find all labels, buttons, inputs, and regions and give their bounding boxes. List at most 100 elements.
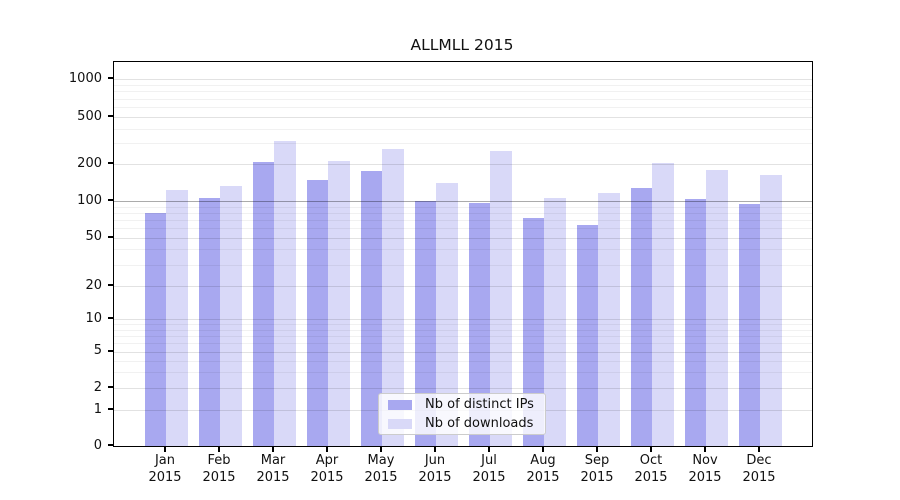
gridline-200 — [114, 164, 812, 166]
gridline-700 — [114, 98, 812, 100]
y-tick-label-200: 200 — [77, 155, 102, 171]
y-tick-100 — [108, 199, 113, 201]
gridline-100 — [114, 201, 812, 202]
y-tick-label-5: 5 — [93, 343, 102, 359]
x-tick-may — [380, 446, 382, 452]
x-tick-jun — [434, 446, 436, 452]
y-tick-label-1000: 1000 — [68, 70, 102, 86]
gridline-20 — [114, 286, 812, 287]
bar-nov-2015-downloads — [706, 169, 728, 446]
y-tick-50 — [108, 235, 113, 238]
bar-apr-2015-downloads — [328, 161, 350, 446]
bars-layer — [114, 62, 812, 446]
bar-mar-2015-ips — [252, 161, 274, 446]
x-tick-label-jan: Jan 2015 — [148, 453, 182, 485]
gridline-40 — [114, 249, 812, 251]
bar-mar-2015-downloads — [274, 140, 296, 446]
bar-oct-2015-ips — [630, 187, 652, 446]
y-tick-label-10: 10 — [85, 310, 102, 326]
gridline-90 — [114, 206, 812, 208]
gridline-3 — [114, 372, 812, 374]
x-tick-label-may: May 2015 — [364, 453, 398, 485]
legend-swatch-downloads — [388, 418, 412, 429]
gridline-4 — [114, 360, 812, 362]
bar-dec-2015-ips — [738, 203, 760, 446]
y-tick-label-1: 1 — [93, 401, 102, 417]
gridline-400 — [114, 128, 812, 130]
x-tick-label-dec: Dec 2015 — [742, 453, 776, 485]
y-tick-label-100: 100 — [77, 192, 102, 208]
bar-apr-2015-ips — [306, 179, 328, 446]
gridline-1000 — [114, 79, 812, 81]
gridline-60 — [114, 228, 812, 230]
bar-feb-2015-ips — [198, 198, 220, 446]
gridline-300 — [114, 143, 812, 145]
gridline-7 — [114, 335, 812, 337]
legend-row-downloads: Nb of downloads — [379, 415, 545, 432]
y-tick-500 — [108, 115, 113, 117]
x-tick-aug — [542, 446, 544, 452]
bar-sep-2015-ips — [576, 224, 598, 446]
y-tick-label-2: 2 — [93, 379, 102, 395]
x-tick-label-oct: Oct 2015 — [634, 453, 668, 485]
x-tick-label-jun: Jun 2015 — [418, 453, 452, 485]
x-tick-nov — [704, 446, 706, 452]
y-tick-2 — [108, 386, 113, 389]
gridline-9 — [114, 324, 812, 326]
gridline-5 — [114, 351, 812, 353]
x-tick-mar — [272, 446, 274, 452]
x-tick-dec — [758, 446, 760, 452]
y-tick-label-0: 0 — [93, 437, 102, 453]
x-tick-label-mar: Mar 2015 — [256, 453, 290, 485]
gridline-6 — [114, 343, 812, 345]
x-tick-feb — [218, 446, 220, 452]
legend-label-distinct-ips: Nb of distinct IPs — [425, 397, 534, 412]
bar-sep-2015-downloads — [598, 192, 620, 446]
gridline-8 — [114, 329, 812, 331]
bar-nov-2015-ips — [684, 199, 706, 446]
y-tick-1000 — [108, 77, 113, 80]
x-tick-label-aug: Aug 2015 — [526, 453, 560, 485]
x-tick-jul — [488, 446, 490, 452]
gridlines-layer — [114, 62, 812, 446]
x-tick-sep — [596, 446, 598, 452]
y-tick-200 — [108, 162, 113, 165]
gridline-80 — [114, 212, 812, 214]
bar-dec-2015-downloads — [760, 175, 782, 446]
plot-area: Nb of distinct IPs Nb of downloads — [113, 61, 813, 447]
gridline-10 — [114, 319, 812, 321]
gridline-600 — [114, 107, 812, 109]
legend: Nb of distinct IPs Nb of downloads — [378, 393, 546, 435]
x-tick-label-sep: Sep 2015 — [580, 453, 614, 485]
gridline-500 — [114, 117, 812, 118]
gridline-800 — [114, 91, 812, 93]
chart-title: ALLMLL 2015 — [410, 36, 514, 54]
x-tick-oct — [650, 446, 652, 452]
gridline-30 — [114, 264, 812, 266]
gridline-2 — [114, 388, 812, 390]
y-tick-1 — [108, 408, 113, 410]
legend-label-downloads: Nb of downloads — [425, 416, 534, 431]
bar-aug-2015-downloads — [544, 197, 566, 446]
y-tick-0 — [108, 444, 113, 446]
bar-jan-2015-downloads — [166, 190, 188, 446]
bar-oct-2015-downloads — [652, 162, 674, 446]
y-tick-20 — [108, 284, 113, 286]
bar-feb-2015-downloads — [220, 185, 242, 446]
legend-swatch-distinct-ips — [388, 399, 412, 410]
gridline-900 — [114, 85, 812, 87]
legend-row-distinct-ips: Nb of distinct IPs — [379, 396, 545, 413]
x-tick-jan — [164, 446, 166, 452]
x-tick-label-apr: Apr 2015 — [310, 453, 344, 485]
x-tick-apr — [326, 446, 328, 452]
y-tick-label-50: 50 — [85, 229, 102, 245]
x-tick-label-feb: Feb 2015 — [202, 453, 236, 485]
y-tick-10 — [108, 317, 113, 320]
x-tick-label-jul: Jul 2015 — [472, 453, 506, 485]
bar-jan-2015-ips — [144, 212, 166, 446]
y-tick-5 — [108, 349, 113, 352]
gridline-70 — [114, 219, 812, 221]
gridline-50 — [114, 237, 812, 239]
y-tick-label-500: 500 — [77, 108, 102, 124]
